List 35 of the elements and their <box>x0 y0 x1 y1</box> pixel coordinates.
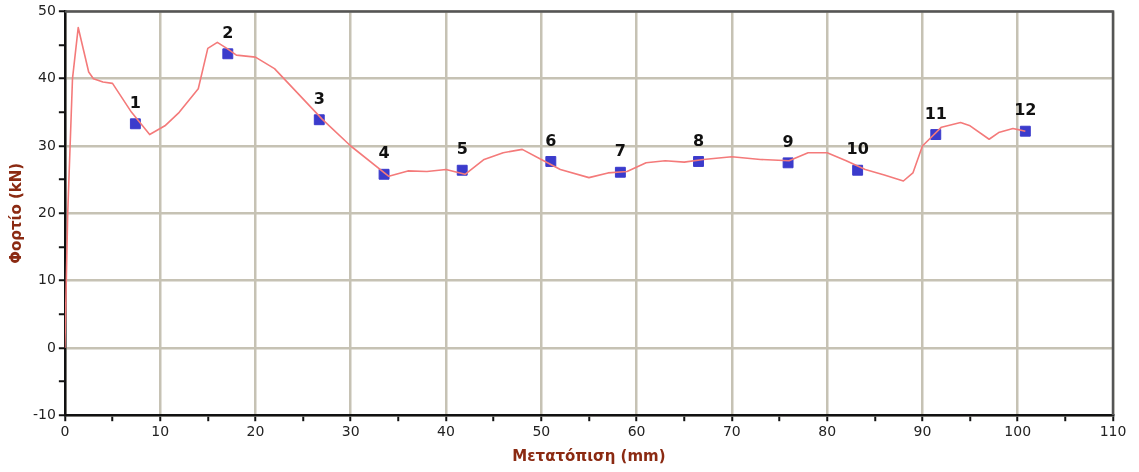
x-tick-label: 90 <box>913 423 932 440</box>
x-tick-label: 80 <box>818 423 837 440</box>
point <box>129 118 141 130</box>
y-tick-label: 20 <box>38 203 56 220</box>
annotation: 1 <box>129 92 141 112</box>
annotation: 5 <box>456 139 468 159</box>
annotation: 6 <box>545 130 557 150</box>
y-axis-title: Φορτίο (kN) <box>6 162 25 264</box>
point <box>1019 125 1031 137</box>
y-tick-label: 40 <box>38 69 56 86</box>
annotation: 3 <box>313 88 325 108</box>
x-tick-label: 60 <box>627 423 646 440</box>
x-tick-label: 30 <box>341 423 360 440</box>
x-axis-title: Μετατόπιση (mm) <box>512 446 666 465</box>
x-tick-label: 70 <box>722 423 741 440</box>
x-tick-label: 110 <box>1099 423 1127 440</box>
annotation: 12 <box>1014 100 1037 120</box>
annotation: 8 <box>692 130 705 150</box>
y-tick-label: 10 <box>38 271 56 288</box>
x-tick-label: 20 <box>246 423 265 440</box>
annotation: 9 <box>782 131 794 151</box>
annotation: 10 <box>846 139 869 159</box>
y-tick-label: 0 <box>46 338 56 355</box>
x-tick-label: 50 <box>532 423 551 440</box>
x-tick-label: 10 <box>151 423 170 440</box>
y-tick-label: 50 <box>38 2 56 19</box>
y-tick-label: -10 <box>32 405 56 422</box>
annotation: 7 <box>614 141 626 161</box>
annotation: 11 <box>924 103 947 123</box>
x-tick-label: 40 <box>437 423 455 440</box>
x-tick-label: 0 <box>60 423 70 440</box>
annotation: 2 <box>222 22 234 42</box>
x-tick-label: 100 <box>1004 423 1032 440</box>
annotation: 4 <box>378 143 390 163</box>
y-tick-label: 30 <box>38 136 56 153</box>
